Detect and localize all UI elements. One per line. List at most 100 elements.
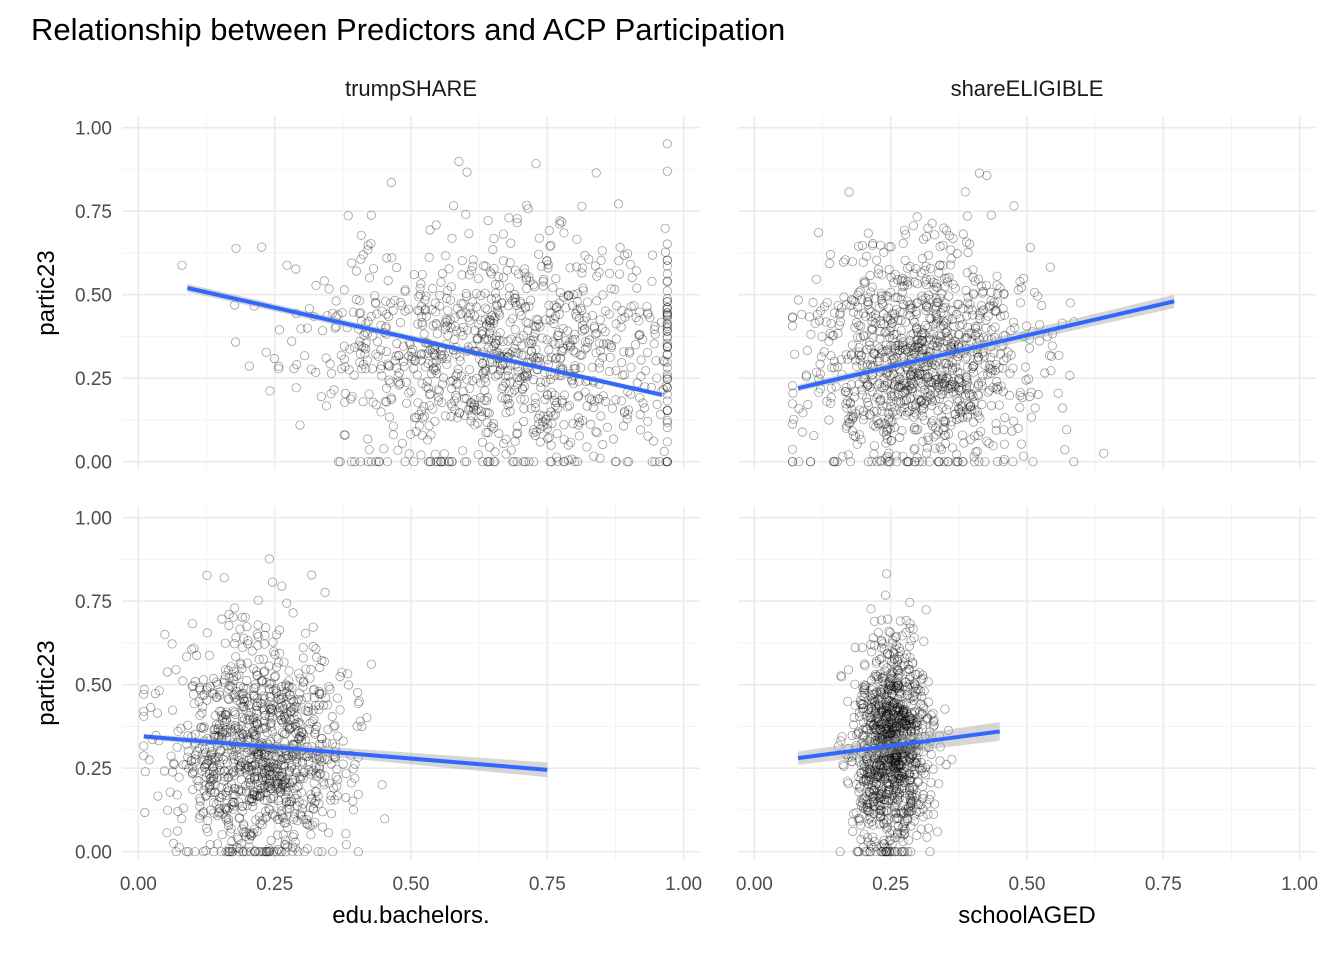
data-point — [220, 766, 230, 776]
data-point — [805, 457, 816, 467]
data-point — [984, 385, 995, 395]
data-point — [221, 815, 231, 825]
data-point — [895, 646, 906, 657]
data-point — [228, 612, 238, 622]
data-point — [950, 409, 961, 419]
data-point — [271, 662, 282, 672]
scatter-points — [833, 569, 957, 857]
data-point — [857, 798, 868, 809]
data-point — [512, 429, 522, 439]
data-point — [550, 311, 561, 321]
data-point — [577, 305, 587, 315]
data-point — [867, 816, 877, 827]
data-point — [879, 768, 889, 778]
data-point — [266, 778, 276, 788]
data-point — [883, 696, 894, 706]
data-point — [450, 312, 460, 322]
data-point — [274, 325, 284, 335]
data-point — [473, 274, 483, 284]
data-point — [559, 420, 569, 430]
data-point — [373, 457, 384, 467]
data-point — [851, 317, 862, 328]
data-point — [910, 769, 920, 780]
data-point — [892, 760, 902, 770]
data-point — [902, 296, 912, 306]
data-point — [896, 398, 906, 408]
data-point — [510, 293, 521, 303]
data-point — [910, 457, 920, 467]
data-point — [321, 738, 332, 748]
data-point — [926, 749, 936, 760]
data-point — [436, 349, 446, 360]
data-point — [230, 707, 240, 717]
data-point — [209, 808, 219, 818]
data-point — [882, 751, 892, 761]
data-point — [863, 379, 873, 390]
data-point — [927, 382, 937, 392]
data-point — [504, 398, 515, 409]
data-point — [811, 274, 821, 284]
data-point — [906, 821, 916, 831]
data-point — [909, 345, 919, 355]
data-point — [854, 287, 864, 297]
data-point — [647, 276, 657, 286]
data-point — [523, 204, 533, 214]
data-point — [826, 392, 836, 402]
data-point — [481, 377, 491, 387]
data-point — [937, 367, 947, 377]
data-point — [892, 791, 903, 802]
data-point — [309, 798, 320, 808]
data-point — [274, 814, 284, 825]
data-point — [906, 299, 916, 309]
data-point — [579, 316, 589, 326]
data-point — [917, 291, 927, 301]
data-point — [867, 240, 878, 250]
data-point — [521, 275, 531, 285]
data-point — [892, 661, 902, 671]
data-point — [876, 786, 887, 796]
data-point — [893, 678, 903, 688]
data-point — [836, 672, 847, 682]
data-point — [829, 363, 840, 373]
data-point — [241, 684, 251, 694]
data-point — [929, 319, 939, 329]
data-point — [497, 297, 507, 308]
data-point — [577, 263, 588, 273]
data-point — [808, 297, 818, 308]
data-point — [935, 384, 945, 394]
data-point — [452, 413, 462, 423]
data-point — [950, 409, 960, 420]
data-point — [236, 839, 246, 849]
data-point — [551, 273, 561, 284]
data-point — [869, 796, 879, 806]
data-point — [882, 729, 892, 739]
data-point — [982, 436, 992, 446]
data-point — [476, 290, 486, 301]
data-point — [981, 315, 991, 325]
data-point — [224, 620, 234, 631]
data-point — [893, 752, 903, 762]
data-point — [406, 386, 416, 396]
data-point — [264, 763, 274, 773]
data-point — [273, 782, 283, 792]
data-point — [533, 319, 544, 329]
x-tick-label: 0.00 — [120, 874, 157, 895]
data-point — [302, 844, 313, 854]
data-point — [146, 702, 156, 713]
data-point — [897, 342, 908, 353]
data-point — [850, 700, 860, 711]
data-point — [980, 457, 990, 467]
data-point — [289, 812, 299, 822]
data-point — [942, 363, 952, 373]
data-point — [909, 810, 919, 820]
data-point — [296, 788, 306, 798]
data-point — [224, 609, 234, 620]
data-point — [548, 283, 558, 293]
data-point — [983, 311, 993, 321]
data-point — [874, 419, 884, 429]
data-point — [873, 790, 883, 800]
data-point — [245, 774, 255, 785]
data-point — [867, 457, 877, 467]
data-point — [172, 742, 182, 752]
data-point — [268, 768, 278, 778]
